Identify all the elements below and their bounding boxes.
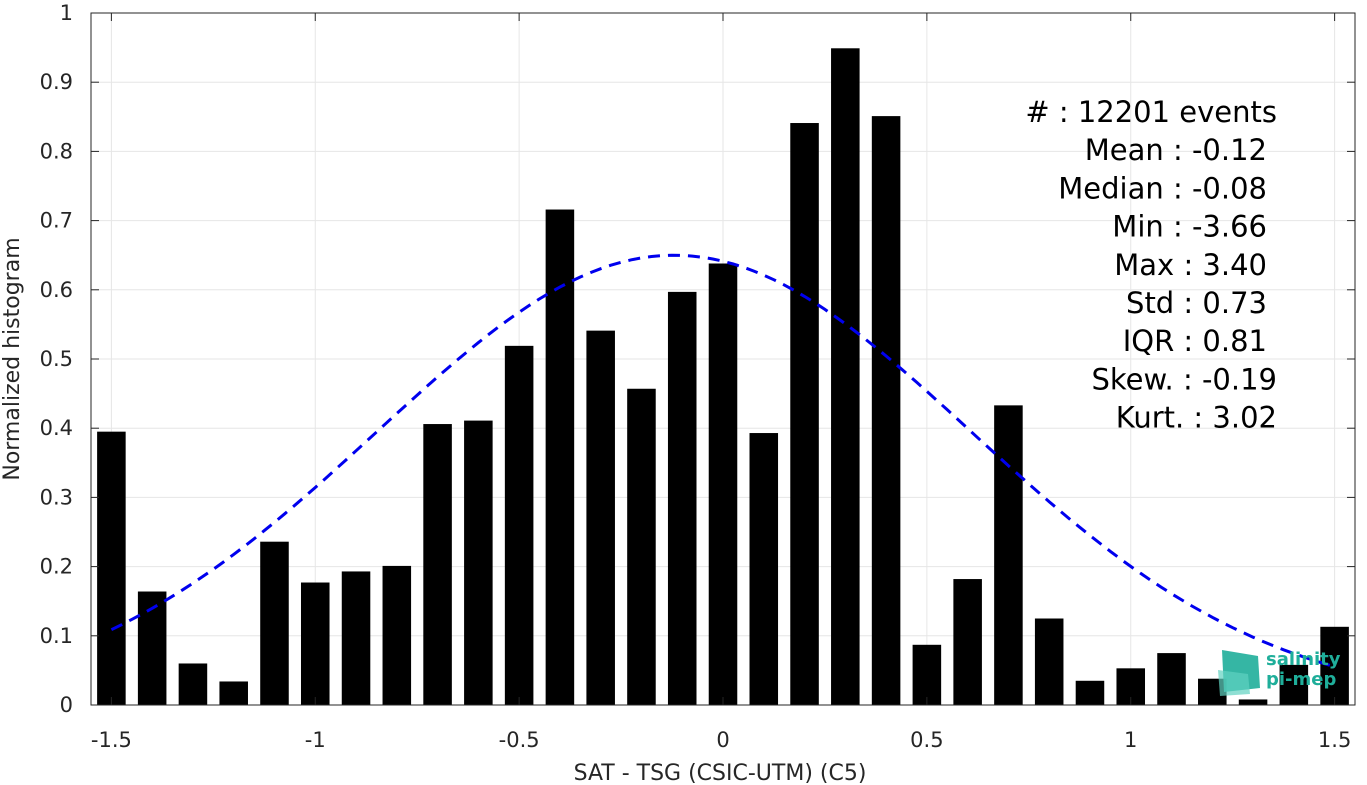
stat-line: Max : 3.40 [1114, 248, 1267, 282]
histogram-bars [97, 48, 1349, 706]
histogram-bar [423, 424, 452, 705]
histogram-bar [953, 579, 982, 705]
histogram-bar [790, 123, 819, 705]
stat-line: Std : 0.73 [1126, 286, 1267, 320]
histogram-bar [382, 565, 412, 705]
y-tick-label: 0.9 [40, 70, 73, 94]
y-tick-label: 0.1 [40, 624, 73, 648]
histogram-bar [219, 681, 248, 705]
stat-line: Mean : -0.12 [1085, 133, 1267, 167]
stat-line: Skew. : -0.19 [1091, 362, 1277, 396]
histogram-bar [586, 330, 615, 705]
histogram-bar [260, 541, 289, 705]
y-tick-label: 0.3 [40, 485, 73, 509]
histogram-bar [1279, 664, 1309, 705]
stat-line: Median : -0.08 [1058, 171, 1267, 205]
y-tick-label: 0.5 [40, 347, 73, 371]
histogram-bar [1157, 653, 1186, 705]
y-axis-ticks: 0 0.1 0.2 0.3 0.4 0.5 0.6 0.7 0.8 0.9 1 [40, 1, 1355, 717]
histogram-bar [708, 263, 738, 705]
y-tick-label: 0.8 [40, 139, 73, 163]
y-tick-label: 0.7 [40, 209, 73, 233]
histogram-bar [178, 663, 208, 705]
stat-line: IQR : 0.81 [1123, 324, 1267, 358]
histogram-bar [831, 48, 860, 706]
stat-line: # : 12201 events [1025, 95, 1277, 129]
histogram-bar [341, 571, 371, 705]
x-tick-label: 1.5 [1318, 728, 1351, 752]
x-tick-label: -1 [305, 728, 326, 752]
x-tick-label: -1.5 [91, 728, 132, 752]
histogram-bar [1034, 618, 1064, 705]
y-tick-label: 0 [60, 693, 73, 717]
histogram-bar [1238, 699, 1268, 705]
x-tick-label: 1 [1124, 728, 1137, 752]
salinity-pimep-logo: salinity pi-mep [1218, 649, 1341, 696]
y-tick-label: 0.4 [40, 416, 73, 440]
statistics-box: # : 12201 events Mean : -0.12 Median : -0.… [1025, 95, 1277, 435]
histogram-bar [667, 291, 697, 705]
histogram-bar [1320, 626, 1349, 705]
y-tick-label: 1 [60, 1, 73, 25]
histogram-bar [994, 405, 1023, 705]
y-axis-label: Normalized histogram [0, 237, 25, 480]
stat-line: Min : -3.66 [1112, 210, 1267, 244]
x-axis-label: SAT - TSG (CSIC-UTM) (C5) [574, 761, 867, 785]
y-tick-label: 0.2 [40, 555, 73, 579]
histogram-bar [871, 116, 901, 705]
y-tick-label: 0.6 [40, 278, 73, 302]
stat-line: Kurt. : 3.02 [1116, 401, 1277, 435]
histogram-bar [504, 345, 534, 705]
histogram-bar [545, 209, 575, 705]
logo-text-line2: pi-mep [1266, 669, 1336, 690]
histogram-bar [627, 388, 656, 705]
histogram-bar [912, 644, 942, 705]
histogram-bar [300, 582, 330, 705]
histogram-bar [97, 431, 126, 705]
histogram-bar [137, 591, 167, 705]
histogram-bar [464, 420, 493, 705]
x-axis-ticks: -1.5 -1 -0.5 0 0.5 1 1.5 [91, 13, 1351, 752]
histogram-bar [1075, 680, 1105, 705]
histogram-bar [749, 433, 779, 705]
logo-text-line1: salinity [1266, 649, 1341, 670]
x-tick-label: 0.5 [910, 728, 943, 752]
normal-fit-curve [110, 253, 1336, 669]
x-tick-label: 0 [716, 728, 729, 752]
x-tick-label: -0.5 [499, 728, 540, 752]
